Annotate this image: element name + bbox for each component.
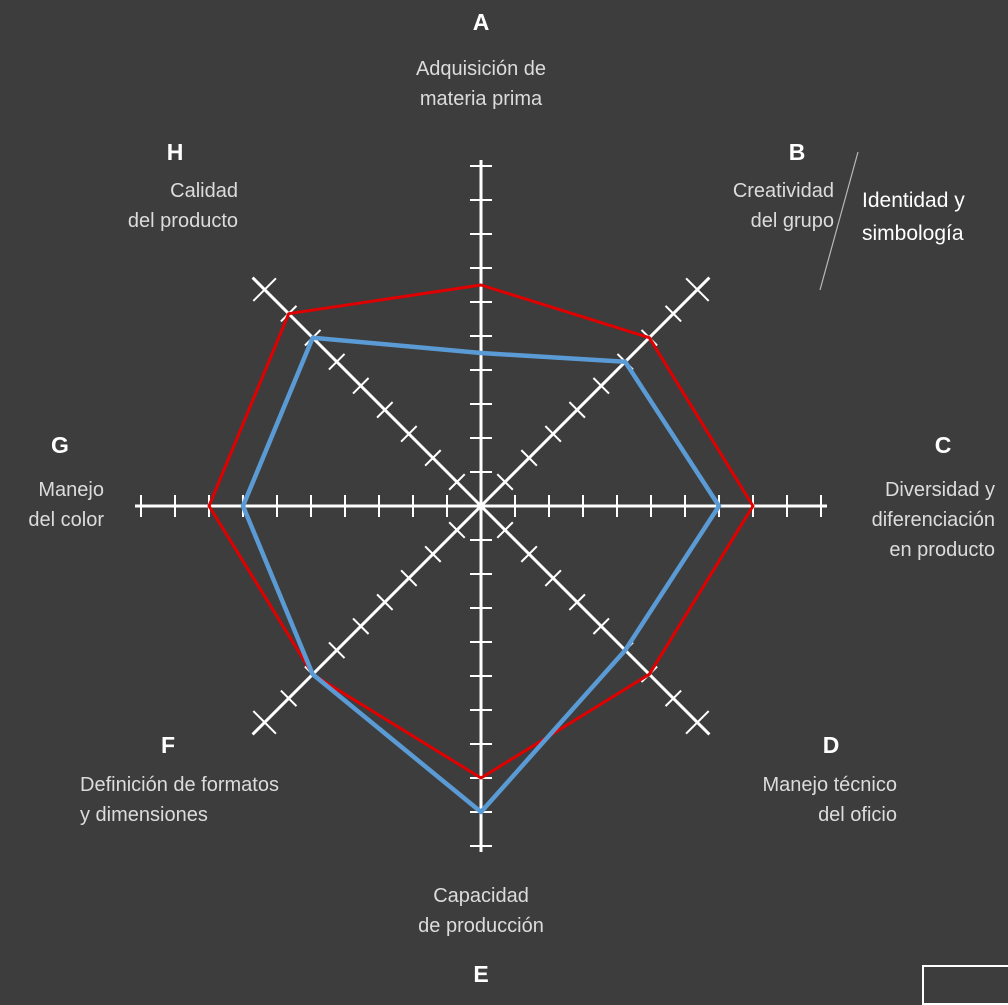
axis-tick: [376, 593, 394, 611]
corner-frame: [922, 965, 1008, 1005]
axis-tick: [544, 425, 562, 443]
axis-label-c-line: Diversidad y: [885, 479, 995, 501]
axis-tick: [592, 617, 610, 635]
axis-label-f-line: y dimensiones: [80, 804, 208, 826]
axis-tick: [520, 449, 538, 467]
axis-label-a: Adquisición de materia prima: [416, 58, 546, 110]
axis-label-h-line: del producto: [128, 210, 238, 232]
axes-layer: [135, 160, 827, 852]
side-note-divider: [819, 151, 859, 291]
axis-tick: [664, 689, 682, 707]
axis-line-b: [479, 276, 711, 508]
axis-line-f: [251, 504, 483, 736]
axis-letter-g: G: [51, 432, 69, 458]
axis-tick: [592, 377, 610, 395]
axis-tick: [328, 641, 346, 659]
axis-line-d: [479, 504, 711, 736]
side-note-line-2: simbología: [862, 222, 964, 245]
axis-tick: [496, 521, 514, 539]
axis-label-d-line: Manejo técnico: [762, 774, 897, 796]
side-note-line-1: Identidad y: [862, 189, 965, 212]
axis-label-f: Definición de formatos y dimensiones: [80, 774, 279, 826]
axis-tick: [544, 569, 562, 587]
axis-letter-f: F: [161, 732, 175, 758]
side-note: Identidad y simbología: [862, 189, 971, 245]
axis-letter-c: C: [935, 432, 952, 458]
axis-tick: [664, 305, 682, 323]
axis-tick: [424, 545, 442, 563]
axis-label-a-line: Adquisición de: [416, 58, 546, 80]
axis-label-g-line: del color: [28, 509, 104, 531]
axis-label-c: Diversidad y diferenciación en producto: [872, 479, 995, 561]
axis-tick: [352, 617, 370, 635]
axis-label-g: Manejo del color: [28, 479, 104, 531]
axis-label-h-line: Calidad: [170, 180, 238, 202]
axis-label-b: Creatividad del grupo: [733, 180, 834, 232]
series-polygon-1: [207, 283, 755, 780]
axis-letter-d: D: [823, 732, 840, 758]
axis-tick: [400, 425, 418, 443]
axis-letter-e: E: [473, 961, 488, 983]
radar-chart: A Adquisición de materia prima B Creatividad…: [28, 9, 995, 983]
axis-label-c-line: en producto: [889, 539, 995, 561]
axis-tick: [685, 277, 710, 302]
axis-tick: [280, 689, 298, 707]
axis-tick: [424, 449, 442, 467]
axis-label-e-line: Capacidad: [433, 885, 529, 907]
axis-letter-b: B: [789, 139, 806, 165]
axis-tick: [448, 473, 466, 491]
axis-label-a-line: materia prima: [420, 88, 543, 110]
axis-tick: [352, 377, 370, 395]
axis-label-b-line: del grupo: [751, 210, 834, 232]
axis-tick: [685, 710, 710, 735]
axis-letter-a: A: [473, 9, 490, 35]
axis-label-h: Calidad del producto: [128, 180, 238, 232]
series-layer: [207, 283, 755, 815]
axis-tick: [376, 401, 394, 419]
axis-tick: [568, 593, 586, 611]
axis-tick: [520, 545, 538, 563]
axis-label-g-line: Manejo: [38, 479, 104, 501]
axis-tick: [448, 521, 466, 539]
axis-label-c-line: diferenciación: [872, 509, 995, 531]
axis-label-e: Capacidad de producción: [418, 885, 544, 937]
axis-label-d-line: del oficio: [818, 804, 897, 826]
axis-label-f-line: Definición de formatos: [80, 774, 279, 796]
axis-tick: [328, 353, 346, 371]
axis-label-e-line: de producción: [418, 915, 544, 937]
series-polygon-2: [240, 335, 722, 815]
axis-tick: [252, 277, 277, 302]
axis-label-d: Manejo técnico del oficio: [762, 774, 897, 826]
axis-tick: [252, 710, 277, 735]
axis-tick: [496, 473, 514, 491]
axis-letter-h: H: [167, 139, 184, 165]
axis-tick: [568, 401, 586, 419]
axis-tick: [400, 569, 418, 587]
axis-line-h: [251, 276, 483, 508]
axis-label-b-line: Creatividad: [733, 180, 834, 202]
labels-layer: A Adquisición de materia prima B Creatividad…: [28, 9, 995, 983]
